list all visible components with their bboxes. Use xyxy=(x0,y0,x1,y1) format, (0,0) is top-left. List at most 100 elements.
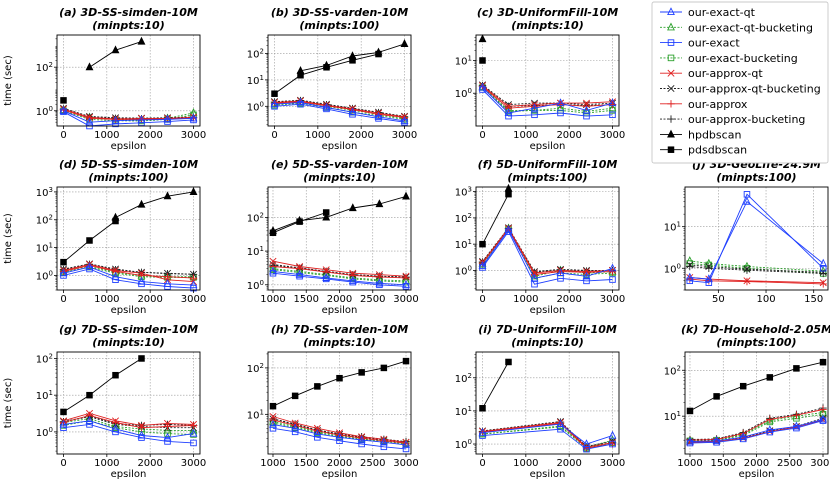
data-point xyxy=(322,212,331,221)
y-tick-label: 100 xyxy=(36,105,53,118)
data-point xyxy=(291,423,300,432)
data-point xyxy=(686,262,694,271)
plot-frame xyxy=(56,34,201,127)
panel-2: 0 1000 2000 3000 100 101 102 (b) 3D-SS-varden-1… xyxy=(247,6,417,152)
series-line xyxy=(482,421,613,448)
data-point xyxy=(582,271,591,280)
x-tick-label: 2000 xyxy=(137,458,162,469)
series-line xyxy=(482,422,613,449)
x-tick-label: 50 xyxy=(712,294,725,305)
plot-frame xyxy=(475,351,620,455)
data-point xyxy=(349,269,357,277)
data-point xyxy=(375,275,384,283)
data-point xyxy=(189,187,198,195)
series-line xyxy=(482,84,613,106)
series-pdsdbscan xyxy=(686,358,827,415)
data-point xyxy=(322,60,331,69)
series-line xyxy=(689,418,824,443)
data-point xyxy=(402,191,410,200)
x-tick-label: 2000 xyxy=(137,294,162,305)
data-point xyxy=(530,273,539,282)
data-point xyxy=(819,258,828,267)
series-line xyxy=(482,425,613,448)
data-point xyxy=(531,111,538,119)
data-point xyxy=(504,108,513,117)
x-tick-label: 1000 xyxy=(260,458,285,469)
data-point xyxy=(819,268,827,276)
series-line xyxy=(63,110,194,123)
data-point xyxy=(479,405,486,412)
data-point xyxy=(111,424,120,433)
data-point xyxy=(739,382,747,390)
panel-5: 1000 1500 2000 2500 3000 100 101 102 (e) 5D-SS-v… xyxy=(247,158,419,316)
data-point xyxy=(819,265,827,272)
series-line xyxy=(272,427,407,450)
data-point xyxy=(269,402,277,410)
series-line xyxy=(482,227,613,274)
legend-box xyxy=(651,1,829,164)
panel-title: (f) 5D-UniformFill-10M xyxy=(478,158,618,171)
legend-label: our-exact xyxy=(688,37,740,50)
x-axis-label: epsilon xyxy=(111,469,147,480)
plot-frame xyxy=(684,186,829,291)
y-tick-label: 100 xyxy=(455,87,472,100)
data-point xyxy=(556,103,565,112)
data-point xyxy=(609,111,616,119)
x-tick-label: 3000 xyxy=(810,458,830,469)
panel-8: 1000 1500 2000 2500 3000 101 102 (h) 7D-SS-vard… xyxy=(247,323,419,480)
series-line xyxy=(63,412,194,426)
data-point xyxy=(85,262,94,271)
data-point xyxy=(60,258,67,266)
data-point xyxy=(402,279,410,288)
series-line xyxy=(63,263,194,275)
series-line xyxy=(482,229,613,279)
series-line xyxy=(272,260,407,277)
series-line xyxy=(482,230,613,285)
series-line xyxy=(63,111,194,127)
data-point xyxy=(291,428,299,436)
data-point xyxy=(137,430,146,439)
data-point xyxy=(322,269,331,278)
data-point xyxy=(743,265,751,273)
x-tick-label: 2000 xyxy=(556,294,581,305)
panel-subtitle: (minpts:100) xyxy=(716,171,796,184)
series-line xyxy=(63,107,194,119)
legend-entry: our-approx-qt-bucketing xyxy=(660,83,821,96)
x-tick-label: 2000 xyxy=(556,458,581,469)
data-point xyxy=(686,261,694,269)
data-point xyxy=(86,237,93,244)
data-point xyxy=(111,115,120,124)
data-point xyxy=(269,412,277,420)
legend-entry: hpdbscan xyxy=(660,128,741,141)
data-point xyxy=(505,190,512,198)
panel-6: 0 1000 2000 3000 100 101 102 103 (f) 5D-UniformF… xyxy=(455,158,625,316)
plot-frame xyxy=(56,186,201,291)
data-point xyxy=(86,391,93,399)
series-our-exact xyxy=(60,265,197,292)
series-pdsdbscan xyxy=(479,190,512,248)
data-point xyxy=(705,264,713,272)
data-point xyxy=(189,421,198,430)
data-point xyxy=(269,425,277,432)
series-our-exact-qt xyxy=(59,105,198,126)
y-tick-label: 100 xyxy=(455,264,472,277)
data-point xyxy=(609,440,616,448)
y-tick-label: 102 xyxy=(455,212,472,225)
legend-marker xyxy=(667,84,675,93)
series-our-exact xyxy=(479,228,616,288)
series-line xyxy=(689,260,824,272)
series-our-approx xyxy=(59,411,198,432)
data-point xyxy=(479,240,486,248)
x-tick-label: 2500 xyxy=(777,458,802,469)
y-tick-label: 102 xyxy=(247,211,264,224)
data-point xyxy=(765,425,774,434)
series-line xyxy=(482,86,613,112)
data-point xyxy=(348,107,357,116)
series-line xyxy=(274,102,405,122)
data-point xyxy=(295,215,304,224)
data-point xyxy=(530,105,539,114)
series-line xyxy=(272,424,407,446)
x-tick-label: 3000 xyxy=(600,458,625,469)
panel-9: 0 1000 2000 3000 100 101 102 (i) 7D-UniformFill… xyxy=(455,323,625,480)
